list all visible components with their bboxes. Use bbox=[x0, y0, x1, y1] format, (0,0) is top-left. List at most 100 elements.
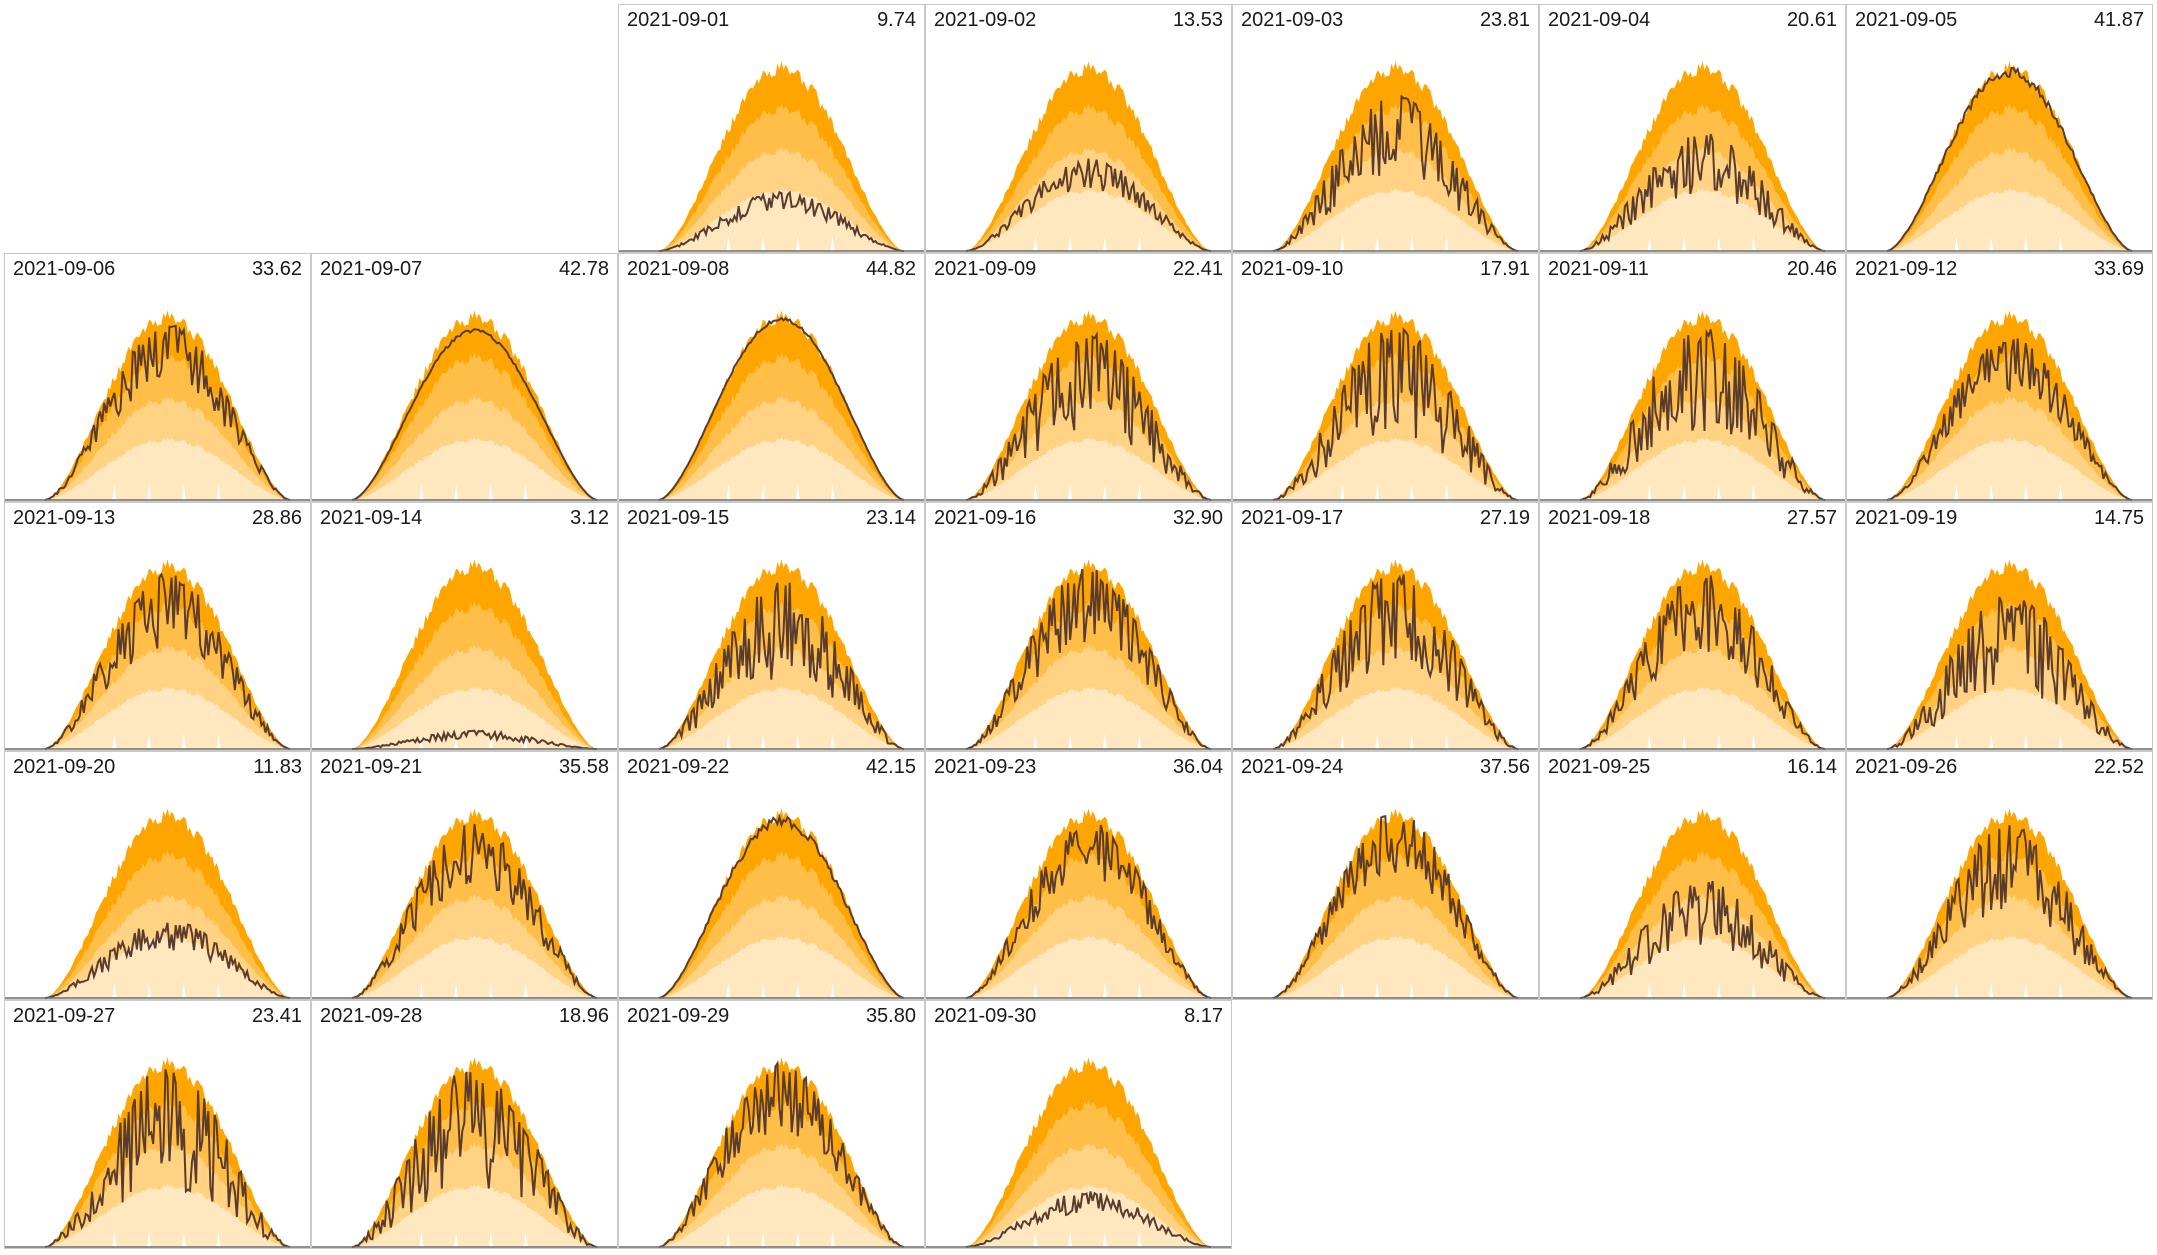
panel-value-label: 33.69 bbox=[2093, 258, 2144, 280]
day-chart bbox=[1540, 808, 1845, 999]
day-panel: 2021-09-27 23.41 bbox=[4, 1000, 311, 1249]
day-chart bbox=[926, 808, 1231, 999]
day-chart bbox=[619, 808, 924, 999]
day-chart bbox=[926, 1057, 1231, 1248]
quantile-band bbox=[352, 1184, 597, 1247]
panel-value-label: 8.17 bbox=[1184, 1005, 1223, 1027]
actual-production-line bbox=[1579, 575, 1826, 750]
day-chart bbox=[312, 1057, 617, 1248]
day-panel: 2021-09-25 16.14 bbox=[1539, 751, 1846, 1000]
panel-date-label: 2021-09-15 bbox=[627, 507, 730, 529]
day-chart bbox=[619, 310, 924, 501]
day-chart bbox=[312, 559, 617, 750]
panel-value-label: 17.91 bbox=[1479, 258, 1530, 280]
day-panel: 2021-09-30 8.17 bbox=[925, 1000, 1232, 1249]
actual-production-line bbox=[44, 325, 291, 501]
panel-value-label: 33.62 bbox=[251, 258, 302, 280]
panel-value-label: 3.12 bbox=[570, 507, 609, 529]
actual-production-line bbox=[1272, 327, 1519, 501]
quantile-band bbox=[966, 1184, 1211, 1247]
quantile-band bbox=[966, 437, 1211, 500]
panel-value-label: 35.58 bbox=[558, 756, 609, 778]
panel-date-label: 2021-09-20 bbox=[13, 756, 116, 778]
quantile-band bbox=[352, 686, 597, 749]
panel-date-label: 2021-09-18 bbox=[1548, 507, 1651, 529]
day-panel: 2021-09-19 14.75 bbox=[1846, 502, 2153, 751]
panel-date-label: 2021-09-13 bbox=[13, 507, 116, 529]
panel-value-label: 9.74 bbox=[877, 9, 916, 31]
actual-production-line bbox=[965, 1191, 1212, 1248]
day-panel: 2021-09-06 33.62 bbox=[4, 253, 311, 502]
panel-date-label: 2021-09-03 bbox=[1241, 9, 1344, 31]
panel-date-label: 2021-09-16 bbox=[934, 507, 1037, 529]
panel-date-label: 2021-09-08 bbox=[627, 258, 730, 280]
panel-value-label: 20.61 bbox=[1786, 9, 1837, 31]
day-panel: 2021-09-28 18.96 bbox=[311, 1000, 618, 1249]
quantile-band bbox=[659, 1184, 904, 1247]
day-chart bbox=[5, 310, 310, 501]
panel-date-label: 2021-09-07 bbox=[320, 258, 423, 280]
actual-production-line bbox=[658, 190, 905, 252]
day-panel: 2021-09-12 33.69 bbox=[1846, 253, 2153, 502]
actual-production-line bbox=[965, 568, 1212, 750]
panel-value-label: 42.78 bbox=[558, 258, 609, 280]
actual-production-line bbox=[1886, 338, 2133, 501]
actual-production-line bbox=[658, 582, 905, 750]
panel-value-label: 23.81 bbox=[1479, 9, 1530, 31]
panel-value-label: 44.82 bbox=[865, 258, 916, 280]
quantile-band bbox=[352, 437, 597, 500]
day-chart bbox=[312, 310, 617, 501]
panel-date-label: 2021-09-23 bbox=[934, 756, 1037, 778]
actual-production-line bbox=[965, 158, 1212, 252]
actual-production-line bbox=[1886, 596, 2133, 750]
day-chart bbox=[5, 808, 310, 999]
quantile-band bbox=[659, 188, 904, 251]
quantile-band bbox=[1887, 437, 2132, 500]
day-chart bbox=[926, 310, 1231, 501]
actual-production-line bbox=[44, 1069, 291, 1248]
day-chart bbox=[1540, 61, 1845, 252]
day-panel: 2021-09-10 17.91 bbox=[1232, 253, 1539, 502]
panel-value-label: 27.19 bbox=[1479, 507, 1530, 529]
panel-value-label: 23.41 bbox=[251, 1005, 302, 1027]
panel-value-label: 16.14 bbox=[1786, 756, 1837, 778]
quantile-band bbox=[1273, 188, 1518, 251]
day-chart bbox=[1540, 310, 1845, 501]
panel-date-label: 2021-09-06 bbox=[13, 258, 116, 280]
actual-production-line bbox=[1886, 825, 2133, 999]
quantile-band bbox=[352, 935, 597, 998]
panel-date-label: 2021-09-04 bbox=[1548, 9, 1651, 31]
day-panel: 2021-09-08 44.82 bbox=[618, 253, 925, 502]
day-panel: 2021-09-23 36.04 bbox=[925, 751, 1232, 1000]
actual-production-line bbox=[1579, 328, 1826, 501]
panel-date-label: 2021-09-27 bbox=[13, 1005, 116, 1027]
panel-date-label: 2021-09-26 bbox=[1855, 756, 1958, 778]
actual-production-line bbox=[44, 922, 291, 999]
quantile-band bbox=[45, 1184, 290, 1247]
quantile-band bbox=[1580, 437, 1825, 500]
panel-date-label: 2021-09-12 bbox=[1855, 258, 1958, 280]
day-panel: 2021-09-14 3.12 bbox=[311, 502, 618, 751]
panel-date-label: 2021-09-19 bbox=[1855, 507, 1958, 529]
day-panel: 2021-09-09 22.41 bbox=[925, 253, 1232, 502]
day-panel: 2021-09-21 35.58 bbox=[311, 751, 618, 1000]
quantile-band bbox=[966, 935, 1211, 998]
actual-production-line bbox=[1272, 574, 1519, 750]
day-chart bbox=[1233, 559, 1538, 750]
panel-value-label: 41.87 bbox=[2093, 9, 2144, 31]
day-panel: 2021-09-17 27.19 bbox=[1232, 502, 1539, 751]
day-panel: 2021-09-07 42.78 bbox=[311, 253, 618, 502]
day-chart bbox=[926, 61, 1231, 252]
actual-production-line bbox=[658, 813, 905, 999]
panel-value-label: 22.41 bbox=[1172, 258, 1223, 280]
day-panel: 2021-09-22 42.15 bbox=[618, 751, 925, 1000]
quantile-band bbox=[659, 437, 904, 500]
quantile-band bbox=[966, 188, 1211, 251]
day-chart bbox=[619, 61, 924, 252]
quantile-band bbox=[1887, 686, 2132, 749]
actual-production-line bbox=[1579, 133, 1826, 252]
day-panel: 2021-09-29 35.80 bbox=[618, 1000, 925, 1249]
panel-date-label: 2021-09-01 bbox=[627, 9, 730, 31]
day-panel: 2021-09-24 37.56 bbox=[1232, 751, 1539, 1000]
